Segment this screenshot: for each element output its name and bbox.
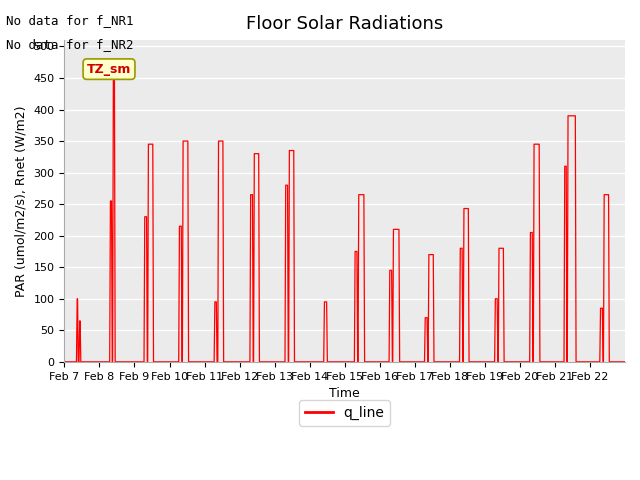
Title: Floor Solar Radiations: Floor Solar Radiations (246, 15, 444, 33)
X-axis label: Time: Time (330, 387, 360, 400)
Text: No data for f_NR1: No data for f_NR1 (6, 14, 134, 27)
Legend: q_line: q_line (300, 400, 390, 426)
Text: No data for f_NR2: No data for f_NR2 (6, 38, 134, 51)
Text: TZ_sm: TZ_sm (87, 62, 131, 76)
Y-axis label: PAR (umol/m2/s), Rnet (W/m2): PAR (umol/m2/s), Rnet (W/m2) (15, 105, 28, 297)
